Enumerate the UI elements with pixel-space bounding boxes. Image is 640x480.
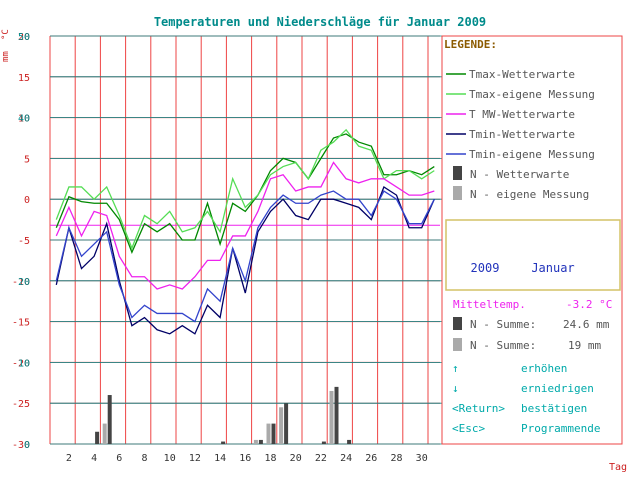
day-tick-label: 20: [290, 453, 302, 464]
precip-bar: [266, 423, 271, 444]
precip-bar: [271, 423, 276, 444]
selector-year[interactable]: 2009: [471, 261, 500, 275]
precip-bar: [329, 390, 334, 444]
day-tick-label: 8: [141, 453, 147, 464]
precip-tick-label: 40: [18, 114, 30, 125]
precip-bar: [253, 439, 258, 444]
day-tick-label: 28: [390, 453, 402, 464]
x-axis-label: Tag: [609, 462, 627, 473]
temperature-lines: [55, 128, 435, 335]
precip-tick-label: 10: [18, 358, 30, 369]
precip-bar: [284, 403, 289, 444]
day-tick-label: 30: [416, 453, 428, 464]
series-line: [55, 161, 435, 290]
day-tick-label: 6: [116, 453, 122, 464]
precip-bar: [95, 431, 100, 444]
help-action: erniedrigen: [521, 382, 594, 395]
temp-tick-label: -25: [12, 399, 30, 410]
help-key: <Return>: [452, 402, 505, 415]
legend-item-label: N - Wetterwarte: [470, 168, 569, 181]
help-action: erhöhen: [521, 362, 567, 375]
precip-bar: [279, 407, 284, 444]
chart-title: Temperaturen und Niederschläge für Janua…: [154, 15, 486, 29]
legend-title: LEGENDE:: [444, 38, 497, 51]
series-line: [55, 190, 435, 323]
day-tick-label: 2: [66, 453, 72, 464]
precip-tick-label: 50: [18, 32, 30, 43]
legend-item-label: N - eigene Messung: [470, 188, 589, 201]
help-key: ↑: [452, 362, 459, 375]
day-tick-label: 18: [264, 453, 276, 464]
series-line: [55, 133, 435, 254]
precip-bar: [258, 439, 263, 444]
precip-tick-label: 20: [18, 277, 30, 288]
keyboard-help: ↑ erhöhen ↓ erniedrigen <Return> bestätigen <E…: [452, 362, 600, 435]
unit-degc: °C: [1, 29, 11, 40]
help-action: bestätigen: [521, 402, 587, 415]
temp-tick-label: 10: [18, 114, 30, 125]
n-own-value: 19 mm: [568, 339, 601, 352]
precipitation-bars: [95, 386, 352, 444]
legend-item-label: Tmin-eigene Messung: [469, 148, 595, 161]
series-line: [55, 128, 435, 250]
precip-bar: [347, 439, 352, 444]
day-tick-label: 14: [214, 453, 226, 464]
legend-bar-swatch: [453, 166, 462, 180]
date-selector[interactable]: [445, 219, 621, 291]
day-tick-label: 4: [91, 453, 97, 464]
day-tick-label: 26: [365, 453, 377, 464]
temp-tick-label: -15: [12, 318, 30, 329]
temp-tick-label: -5: [18, 236, 30, 247]
n-ww-value: 24.6 mm: [563, 318, 610, 331]
legend-item-label: T MW-Wetterwarte: [469, 108, 575, 121]
temp-tick-label: -20: [12, 358, 30, 369]
selector-month[interactable]: Januar: [531, 261, 574, 275]
mean-temp-value: -3.2 °C: [566, 298, 612, 311]
temp-tick-label: -10: [12, 277, 30, 288]
n-ww-swatch: [453, 317, 462, 330]
n-own-label: N - Summe:: [470, 339, 536, 352]
temp-tick-label: 0: [24, 195, 30, 206]
precip-bar: [107, 395, 112, 444]
precip-bar: [334, 386, 339, 444]
temp-tick-label: 15: [18, 73, 30, 84]
n-own-swatch: [453, 338, 462, 351]
precip-bar: [221, 441, 226, 444]
precip-bar: [321, 441, 326, 444]
precip-bar: [102, 423, 107, 444]
legend: Tmax-Wetterwarte Tmax-eigene Messung T MW-…: [446, 68, 595, 201]
legend-item-label: Tmax-eigene Messung: [469, 88, 595, 101]
series-line: [55, 185, 435, 335]
day-tick-label: 16: [239, 453, 251, 464]
temp-tick-label: -30: [12, 440, 30, 451]
help-key: ↓: [452, 382, 459, 395]
unit-mm: mm: [1, 51, 11, 62]
precip-tick-label: 0: [24, 440, 30, 451]
legend-bar-swatch: [453, 186, 462, 200]
n-ww-label: N - Summe:: [470, 318, 536, 331]
legend-item-label: Tmin-Wetterwarte: [469, 128, 575, 141]
day-tick-label: 22: [315, 453, 327, 464]
help-action: Programmende: [521, 422, 600, 435]
legend-item-label: Tmax-Wetterwarte: [469, 68, 575, 81]
day-axis: 2 4 6 8 10 12 14 16 18 20 22 24 26 28 30: [66, 453, 428, 464]
temp-tick-label: 20: [18, 32, 30, 43]
help-key: <Esc>: [452, 422, 485, 435]
mean-temp-label: Mitteltemp.: [453, 298, 526, 311]
temp-tick-label: 5: [24, 154, 30, 165]
day-tick-label: 24: [340, 453, 352, 464]
day-tick-label: 10: [164, 453, 176, 464]
day-tick-label: 12: [189, 453, 201, 464]
